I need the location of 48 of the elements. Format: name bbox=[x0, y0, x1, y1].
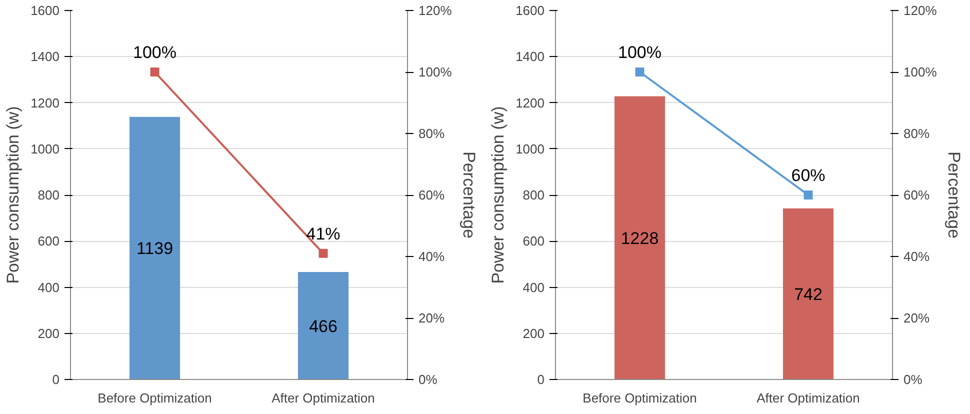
data-label: 466 bbox=[309, 316, 338, 336]
y-tick-label: 600 bbox=[38, 234, 60, 249]
y2-tick-label: 120% bbox=[904, 3, 938, 18]
y2-tick-label: 100% bbox=[904, 64, 938, 80]
y-tick-label: 800 bbox=[522, 188, 545, 202]
x-tick-label: After Optimization bbox=[756, 390, 860, 406]
y2-axis-title: Percentage bbox=[944, 152, 964, 238]
y-tick-label: 400 bbox=[38, 280, 60, 295]
y2-tick-label: 80% bbox=[904, 126, 930, 141]
data-label: 1139 bbox=[136, 239, 174, 258]
y-tick-label: 0 bbox=[537, 372, 545, 387]
y2-tick-label: 20% bbox=[418, 310, 445, 326]
y-axis-title: Power consumption (w) bbox=[488, 106, 508, 284]
x-tick-label: Before Optimization bbox=[98, 390, 212, 406]
y-tick-label: 1600 bbox=[30, 3, 60, 18]
y2-tick-label: 100% bbox=[418, 64, 452, 80]
y-tick-label: 1000 bbox=[30, 141, 60, 156]
y-tick-label: 400 bbox=[522, 280, 545, 295]
y-tick-label: 1400 bbox=[516, 49, 544, 64]
y-tick-label: 600 bbox=[522, 234, 545, 249]
y2-tick-label: 40% bbox=[418, 249, 445, 264]
data-label: 742 bbox=[794, 284, 822, 304]
y-tick-label: 1600 bbox=[516, 3, 544, 18]
x-tick-label: After Optimization bbox=[272, 390, 375, 406]
x-tick-label: Before Optimization bbox=[582, 390, 697, 406]
y2-tick-label: 60% bbox=[418, 188, 445, 202]
data-label: 60% bbox=[791, 166, 826, 185]
y2-tick-label: 80% bbox=[418, 126, 445, 141]
y-tick-label: 200 bbox=[38, 326, 60, 341]
y-tick-label: 800 bbox=[38, 188, 60, 202]
y-tick-label: 1200 bbox=[30, 95, 60, 110]
y-tick-label: 1200 bbox=[516, 95, 544, 110]
y2-tick-label: 120% bbox=[418, 3, 452, 18]
y2-tick-label: 20% bbox=[904, 310, 930, 326]
y2-tick-label: 0% bbox=[904, 372, 923, 387]
y-tick-label: 200 bbox=[522, 326, 545, 341]
data-label: 100% bbox=[133, 43, 176, 62]
y2-tick-label: 60% bbox=[904, 188, 930, 202]
y-tick-label: 1400 bbox=[30, 49, 60, 64]
data-label: 100% bbox=[618, 43, 662, 62]
data-label: 41% bbox=[306, 224, 340, 244]
y-tick-label: 0 bbox=[52, 372, 60, 387]
y2-axis-title: Percentage bbox=[460, 152, 479, 238]
y2-tick-label: 40% bbox=[904, 249, 930, 264]
y-tick-label: 1000 bbox=[516, 141, 544, 156]
data-label: 1228 bbox=[620, 228, 659, 248]
y2-tick-label: 0% bbox=[418, 372, 438, 387]
y-axis-title: Power consumption (w) bbox=[4, 106, 23, 284]
